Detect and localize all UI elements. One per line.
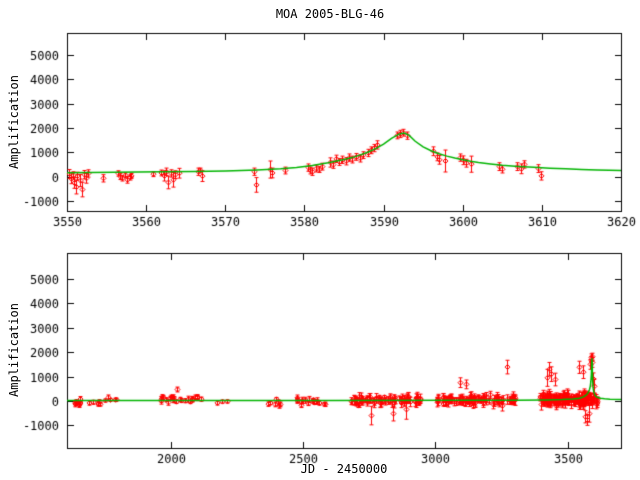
bottom-panel-xlabel: JD - 2450000 [300, 462, 388, 476]
chart-title: MOA 2005-BLG-46 [275, 7, 385, 21]
bottom-panel-ylabel: Amplification [7, 303, 21, 397]
top-panel-ylabel: Amplification [7, 75, 21, 169]
